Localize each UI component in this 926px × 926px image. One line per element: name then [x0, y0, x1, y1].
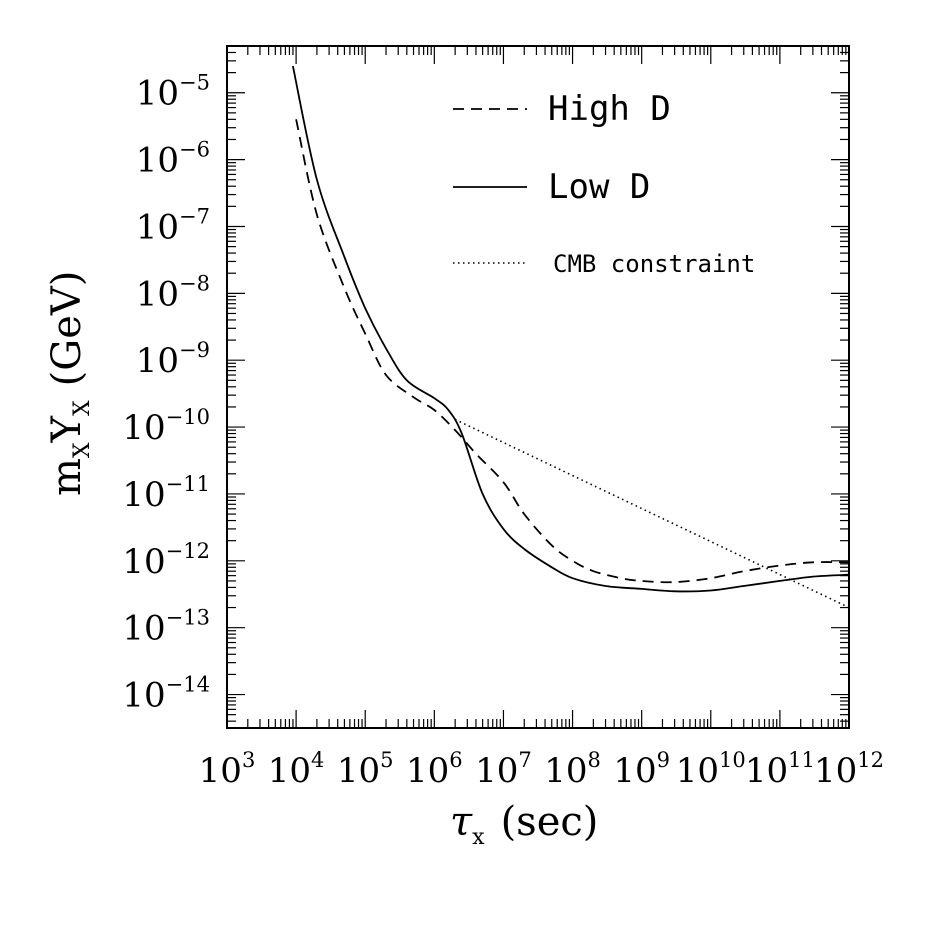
- y-tick-label-base: 10: [122, 676, 165, 716]
- y-tick-label: 10−13: [122, 606, 210, 649]
- x-tick-label-exponent: 9: [657, 748, 670, 772]
- y-tick-label-exponent: −7: [179, 204, 210, 228]
- x-tick-label: 1011: [745, 748, 815, 791]
- x-tick-label-base: 10: [676, 751, 719, 791]
- x-tick-label: 109: [613, 748, 670, 791]
- y-tick-label-base: 10: [136, 141, 179, 181]
- y-tick-label-base: 10: [136, 207, 179, 247]
- y-tick-label: 10−6: [136, 138, 210, 181]
- y-tick-label-exponent: −11: [166, 472, 210, 496]
- y-tick-label-base: 10: [122, 609, 165, 649]
- x-tick-label-exponent: 5: [380, 748, 393, 772]
- y-tick-label-exponent: −5: [179, 71, 210, 95]
- y-tick-label-base: 10: [122, 475, 165, 515]
- y-axis-label-unit: (GeV): [44, 271, 90, 387]
- series-low-d-line: [292, 65, 849, 593]
- y-tick-label-exponent: −9: [179, 338, 210, 362]
- x-tick-label: 105: [337, 748, 394, 791]
- series-layer: [292, 65, 849, 609]
- y-tick-label-base: 10: [136, 341, 179, 381]
- y-axis-label-m-sub: X: [70, 442, 95, 458]
- x-axis-label: τx (sec): [450, 799, 598, 850]
- x-axis-label-subscript: x: [472, 825, 485, 850]
- x-tick-label-exponent: 11: [788, 748, 815, 772]
- x-tick-label-exponent: 12: [857, 748, 884, 772]
- y-tick-label-base: 10: [136, 74, 179, 114]
- x-tick-label-base: 10: [613, 751, 656, 791]
- y-tick-label: 10−10: [122, 405, 210, 448]
- x-tick-label-exponent: 8: [588, 748, 601, 772]
- x-tick-label-exponent: 10: [719, 748, 746, 772]
- x-tick-label: 1010: [676, 748, 746, 791]
- x-tick-label-exponent: 6: [449, 748, 462, 772]
- x-tick-label-base: 10: [199, 751, 242, 791]
- legend-label-low-d: Low D: [548, 167, 650, 207]
- tick-labels: 103 104 105 106 107 108 109 1010 1011 101210−510−…: [122, 71, 884, 791]
- y-tick-label: 10−9: [136, 338, 210, 381]
- y-tick-label: 10−12: [122, 539, 210, 582]
- y-tick-label: 10−8: [136, 271, 210, 314]
- x-tick-label-base: 10: [745, 751, 788, 791]
- x-tick-label: 103: [199, 748, 256, 791]
- x-tick-label-base: 10: [337, 751, 380, 791]
- x-tick-label-base: 10: [406, 751, 449, 791]
- series-high-d-line: [295, 119, 849, 584]
- x-tick-label: 1012: [814, 748, 884, 791]
- x-tick-label-base: 10: [268, 751, 311, 791]
- x-tick-label-base: 10: [814, 751, 857, 791]
- axis-ticks: [226, 45, 849, 728]
- legend: High D Low D CMB constraint: [453, 89, 755, 278]
- x-tick-label: 107: [475, 748, 532, 791]
- y-tick-label-exponent: −13: [166, 606, 210, 630]
- y-tick-label-base: 10: [122, 542, 165, 582]
- y-tick-label: 10−11: [122, 472, 210, 515]
- y-tick-label: 10−7: [136, 204, 210, 247]
- y-tick-label-exponent: −6: [179, 138, 210, 162]
- y-tick-label-exponent: −14: [166, 673, 210, 697]
- x-axis-label-unit: (sec): [501, 799, 599, 845]
- x-tick-label-exponent: 3: [242, 748, 255, 772]
- y-tick-label-exponent: −12: [166, 539, 210, 563]
- y-axis-label-y: Y: [44, 415, 90, 443]
- y-axis-label-m: m: [44, 458, 90, 496]
- plot-frame: [226, 45, 850, 729]
- x-axis-label-symbol: τ: [450, 799, 473, 845]
- x-tick-label: 104: [268, 748, 325, 791]
- y-tick-label-base: 10: [122, 408, 165, 448]
- x-tick-label: 108: [544, 748, 601, 791]
- y-tick-label-exponent: −8: [179, 271, 210, 295]
- legend-label-cmb: CMB constraint: [553, 250, 755, 278]
- x-tick-label: 106: [406, 748, 463, 791]
- y-axis-label-y-sub: X: [70, 400, 95, 416]
- x-tick-label-base: 10: [544, 751, 587, 791]
- x-tick-label-exponent: 7: [518, 748, 531, 772]
- y-tick-label: 10−14: [122, 673, 210, 716]
- series-cmb-constraint-line: [454, 418, 849, 609]
- legend-label-high-d: High D: [548, 89, 671, 129]
- y-tick-label-exponent: −10: [166, 405, 210, 429]
- y-tick-label-base: 10: [136, 274, 179, 314]
- y-tick-label: 10−5: [136, 71, 210, 114]
- x-tick-label-base: 10: [475, 751, 518, 791]
- y-axis-label: mXYX(GeV): [44, 271, 95, 496]
- x-tick-label-exponent: 4: [311, 748, 324, 772]
